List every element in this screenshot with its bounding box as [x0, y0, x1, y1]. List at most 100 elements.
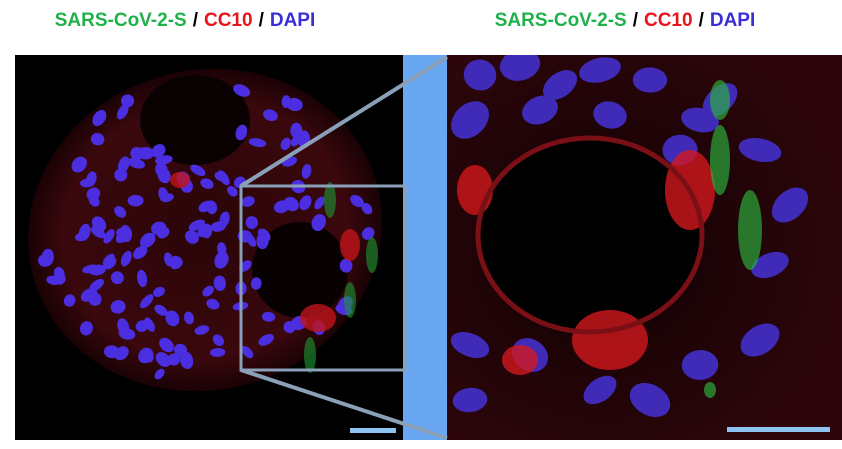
nucleus	[452, 387, 488, 413]
lumen	[140, 75, 250, 165]
cc10-signal	[457, 165, 493, 215]
nucleus	[79, 321, 93, 336]
nucleus	[154, 368, 165, 380]
nucleus	[117, 318, 130, 335]
nucleus	[140, 294, 154, 309]
panel-title: SARS-CoV-2-S / CC10/DAPI	[495, 10, 756, 31]
nucleus	[92, 109, 107, 127]
scale-bar	[350, 428, 396, 433]
title-part: /	[633, 10, 639, 31]
nucleus	[579, 57, 621, 83]
nucleus	[114, 205, 127, 218]
nucleus	[301, 164, 312, 179]
nucleus	[281, 95, 291, 108]
nucleus	[104, 257, 117, 270]
nucleus	[91, 216, 107, 232]
title-part: SARS-CoV-2-S	[55, 10, 187, 31]
nucleus	[350, 194, 364, 208]
nucleus	[217, 170, 230, 186]
nucleus	[165, 310, 180, 327]
nucleus	[88, 292, 102, 306]
nucleus	[209, 347, 226, 357]
cc10-signal	[340, 229, 360, 261]
nucleus	[311, 213, 326, 232]
nucleus	[194, 325, 210, 335]
nucleus	[451, 101, 489, 139]
nucleus	[41, 248, 54, 267]
cc10-signal	[300, 304, 336, 332]
nucleus	[263, 109, 278, 122]
nucleus	[214, 251, 229, 269]
nucleus	[120, 250, 132, 267]
nucleus	[245, 216, 259, 230]
nucleus	[116, 104, 129, 120]
nucleus	[751, 251, 789, 279]
nucleus	[257, 228, 271, 242]
nucleus	[120, 94, 135, 108]
nucleus	[137, 269, 148, 288]
nucleus	[280, 137, 291, 151]
zoom-line	[240, 368, 448, 440]
scale-bar	[727, 427, 830, 432]
nucleus	[53, 266, 65, 280]
nucleus	[233, 84, 251, 97]
nucleus	[258, 333, 274, 346]
panel-title: SARS-CoV-2-S / CC10/DAPI	[55, 10, 316, 31]
nucleus	[299, 195, 312, 211]
nucleus	[499, 55, 541, 81]
spike-signal	[344, 282, 356, 318]
nucleus	[90, 133, 105, 146]
nucleus	[219, 211, 230, 228]
nucleus	[361, 227, 375, 240]
nucleus	[157, 167, 171, 184]
nucleus	[629, 382, 671, 418]
nucleus	[583, 375, 617, 405]
nucleus	[183, 311, 195, 325]
cc10-signal	[502, 345, 538, 375]
lumen	[480, 140, 700, 330]
nucleus	[283, 196, 299, 212]
zoom-box	[239, 184, 407, 372]
nucleus	[593, 101, 627, 129]
nucleus	[241, 196, 255, 207]
nucleus	[144, 317, 155, 332]
title-part: /	[193, 10, 199, 31]
spike-signal	[710, 80, 730, 120]
nucleus	[127, 194, 144, 207]
spike-signal	[710, 125, 730, 195]
nucleus	[110, 271, 124, 285]
nucleus	[63, 294, 76, 307]
spike-signal	[738, 190, 762, 270]
nucleus	[78, 223, 91, 241]
nucleus	[283, 320, 296, 334]
nucleus	[82, 264, 99, 274]
title-part: DAPI	[710, 10, 755, 31]
nucleus	[200, 178, 214, 189]
nucleus	[771, 187, 809, 223]
spike-signal	[366, 237, 378, 273]
nucleus	[738, 137, 782, 163]
title-part: CC10	[644, 10, 693, 31]
nucleus	[217, 242, 227, 256]
title-part: SARS-CoV-2-S	[495, 10, 627, 31]
lumen	[252, 222, 348, 318]
nucleus	[190, 164, 206, 177]
cc10-signal	[572, 310, 648, 370]
nucleus	[140, 232, 156, 248]
nucleus	[138, 347, 154, 364]
nucleus	[248, 138, 267, 148]
zoom-band	[403, 55, 447, 440]
nucleus	[206, 298, 220, 310]
spike-signal	[304, 337, 316, 373]
nucleus	[130, 146, 144, 161]
nucleus	[185, 230, 199, 244]
nucleus	[314, 196, 325, 210]
nucleus	[157, 227, 170, 239]
cc10-signal	[170, 172, 190, 188]
nucleus	[155, 352, 171, 367]
lumen-rim	[475, 135, 705, 335]
nucleus	[116, 227, 133, 239]
nucleus	[151, 144, 166, 158]
nucleus	[103, 345, 120, 359]
